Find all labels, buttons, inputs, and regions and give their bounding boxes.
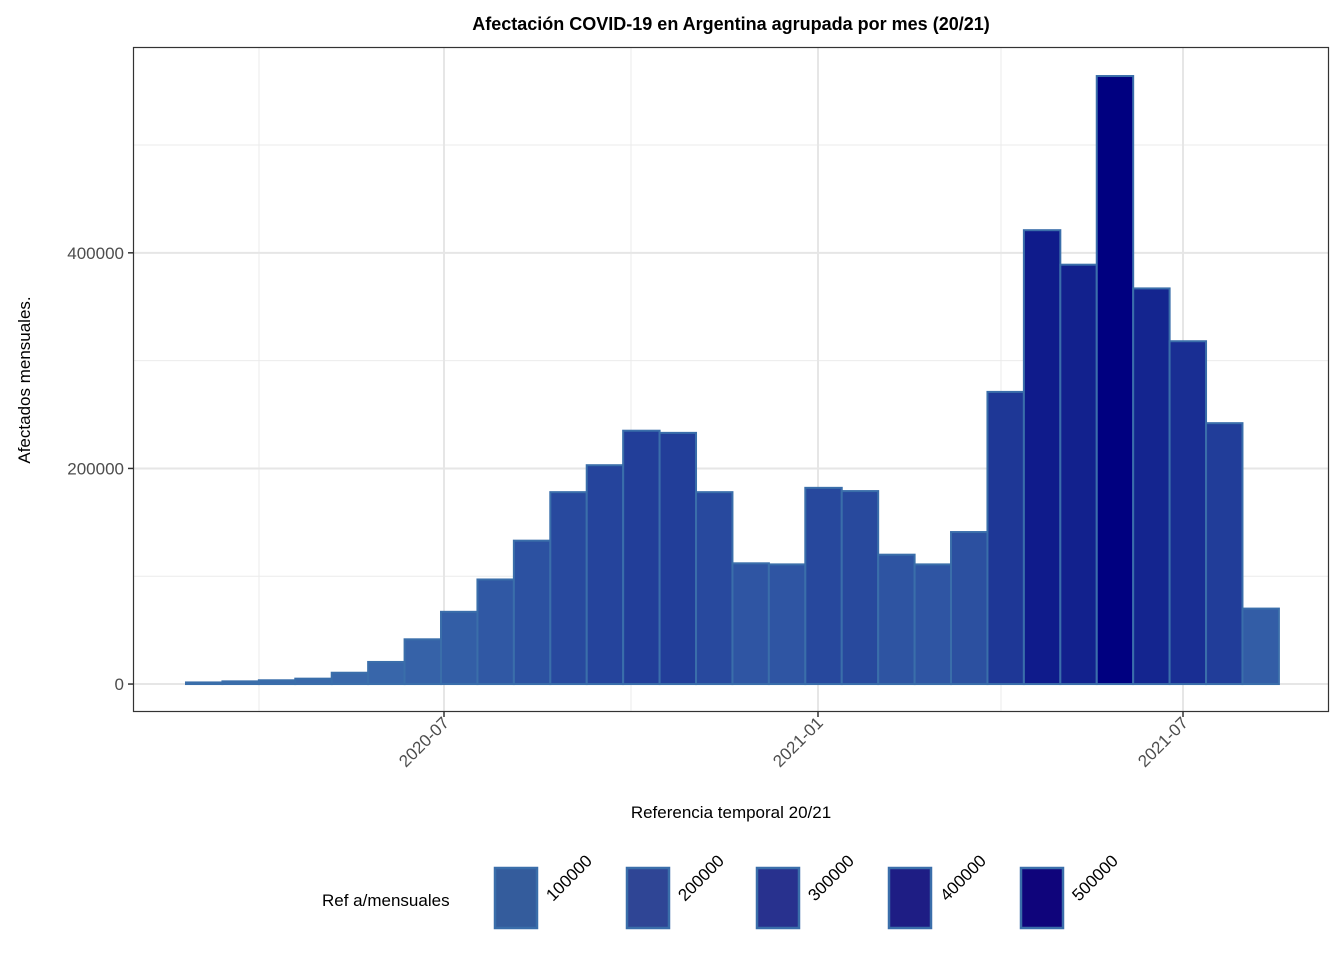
bar (622, 429, 661, 686)
legend: Ref a/mensuales 100000 200000 300000 400000… (322, 851, 1122, 930)
chart-title: Afectación COVID-19 en Argentina agrupad… (472, 14, 989, 34)
legend-key (755, 866, 801, 930)
x-tick-label: 2020-07 (395, 713, 453, 771)
bar (512, 539, 552, 686)
x-tick-label: 2021-01 (769, 713, 827, 771)
bar (330, 671, 370, 686)
legend-key (887, 866, 933, 930)
bar (731, 562, 770, 686)
legend-label: 500000 (1068, 851, 1122, 905)
y-axis-title: Afectados mensuales. (15, 296, 34, 463)
bar (1241, 607, 1280, 686)
legend-key (1019, 866, 1065, 930)
legend-key (625, 866, 671, 930)
legend-label: 200000 (674, 851, 728, 905)
panel-border (132, 46, 1330, 713)
bar (804, 486, 843, 686)
y-tick-label: 400000 (67, 244, 124, 263)
legend-label: 400000 (936, 851, 990, 905)
legend-label: 100000 (542, 851, 596, 905)
bar (913, 563, 953, 686)
x-tick-label: 2021-07 (1134, 713, 1192, 771)
y-tick-label: 200000 (67, 459, 124, 478)
legend-key (493, 866, 539, 930)
bar (367, 660, 406, 686)
plot-panel (132, 46, 1330, 713)
y-tick-label: 0 (115, 675, 124, 694)
legend-label: 300000 (804, 851, 858, 905)
bar (950, 531, 989, 686)
bar (767, 563, 807, 686)
bar (1205, 422, 1244, 686)
legend-title: Ref a/mensuales (322, 891, 450, 910)
bar (476, 578, 515, 686)
bars (185, 75, 1280, 686)
bar (221, 680, 260, 686)
bar (549, 491, 588, 686)
bar (257, 679, 297, 686)
bar (695, 491, 734, 686)
bar (440, 610, 479, 686)
bar (658, 431, 698, 686)
bar (1022, 229, 1062, 686)
bar (1095, 75, 1135, 686)
bar (294, 677, 333, 686)
bar (877, 553, 916, 686)
bar (185, 681, 224, 686)
x-axis-title: Referencia temporal 20/21 (631, 803, 831, 822)
bar (1059, 263, 1098, 686)
bar (1168, 340, 1208, 686)
bar (1132, 287, 1171, 686)
y-axis: 0 200000 400000 (67, 244, 134, 694)
bar (403, 638, 443, 686)
bar (986, 390, 1025, 686)
x-axis: 2020-07 2021-01 2021-07 (395, 711, 1192, 771)
bar (840, 490, 880, 686)
bar (585, 464, 625, 686)
